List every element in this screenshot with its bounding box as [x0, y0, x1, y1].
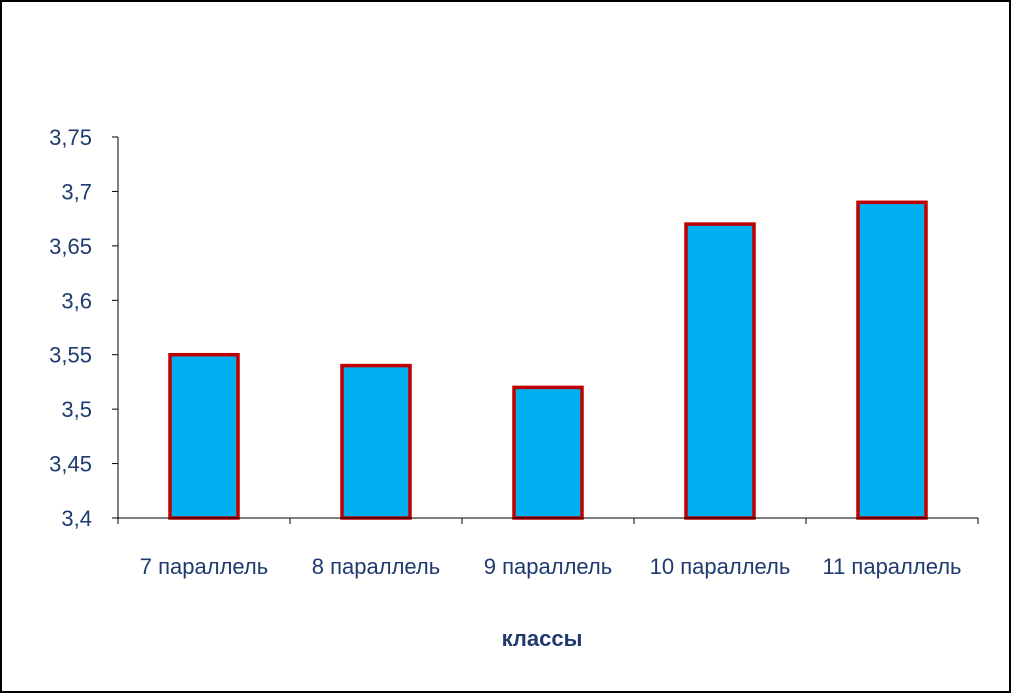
- y-tick-label: 3,55: [49, 343, 92, 368]
- bars: [168, 200, 928, 520]
- bar: [684, 222, 756, 520]
- category-label: 11 параллель: [822, 554, 961, 579]
- y-tick-label: 3,7: [61, 179, 92, 204]
- category-labels: 7 параллель 8 параллель 9 параллель 10 пара…: [140, 554, 962, 579]
- y-tick-label: 3,45: [49, 452, 92, 477]
- category-label: 9 параллель: [484, 554, 612, 579]
- y-tick-label: 3,4: [61, 506, 92, 531]
- bar: [340, 363, 412, 520]
- category-label: 8 параллель: [312, 554, 440, 579]
- bar: [168, 352, 240, 520]
- bar: [856, 200, 928, 520]
- y-axis-ticks: 3,4 3,45 3,5 3,55 3,6 3,65 3,7 3,75: [49, 125, 118, 531]
- category-label: 7 параллель: [140, 554, 268, 579]
- x-axis-ticks: [117, 518, 979, 524]
- x-axis-title: классы: [502, 626, 583, 651]
- category-label: 10 параллель: [650, 554, 791, 579]
- bar: [512, 385, 584, 520]
- y-tick-label: 3,65: [49, 234, 92, 259]
- axes: [117, 137, 978, 519]
- y-tick-label: 3,75: [49, 125, 92, 150]
- y-tick-label: 3,6: [61, 288, 92, 313]
- y-tick-label: 3,5: [61, 397, 92, 422]
